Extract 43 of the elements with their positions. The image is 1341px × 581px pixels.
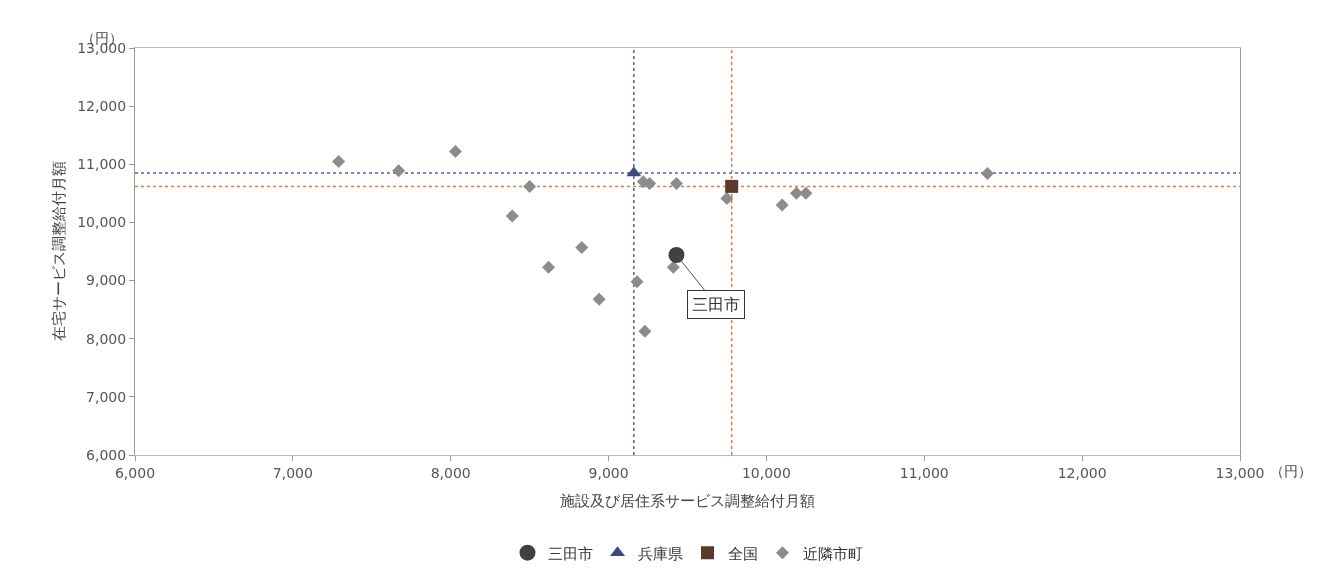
y-tick-label: 9,000 [86,272,127,289]
point [592,292,606,306]
point [789,186,803,200]
y-tick-label: 7,000 [86,388,127,405]
y-tick-label: 6,000 [86,446,127,463]
x-tick-label: 6,000 [114,464,156,481]
legend-label: 兵庫県 [637,544,683,563]
point [638,324,652,338]
point [799,186,813,200]
y-tick-label: 11,000 [77,156,127,173]
point [332,154,346,168]
point [630,275,644,289]
x-axis-title: 施設及び居住系サービス調整給付月額 [560,491,815,510]
x-tick-label: 7,000 [272,464,313,481]
y-tick-label: 12,000 [77,98,127,115]
legend-label: 全国 [727,544,758,563]
legend-label: 三田市 [547,544,593,563]
x-tick-label: 10,000 [741,464,791,481]
point [775,198,789,212]
point [505,209,519,223]
x-tick-label: 13,000 [1215,464,1265,481]
x-tick-label: 9,000 [588,464,629,481]
y-tick-label: 10,000 [77,214,127,231]
point [725,179,739,193]
annotation: 三田市 [692,295,740,314]
y-axis-title: 在宅サービス調整給付月額 [50,161,69,342]
point [669,176,683,190]
point [448,144,462,158]
point [720,192,734,206]
x-tick-label: 11,000 [899,464,949,481]
point [666,260,680,274]
point [575,240,589,254]
legend-label: 近隣市町 [802,544,863,563]
point [392,164,406,178]
point [668,246,685,263]
point [542,260,556,274]
text: （円） [1270,463,1312,479]
point [643,176,657,190]
point [523,179,537,193]
x-tick-label: 12,000 [1057,464,1107,481]
y-tick-label: 8,000 [86,330,127,347]
point [980,167,994,181]
x-tick-label: 8,000 [430,464,471,481]
